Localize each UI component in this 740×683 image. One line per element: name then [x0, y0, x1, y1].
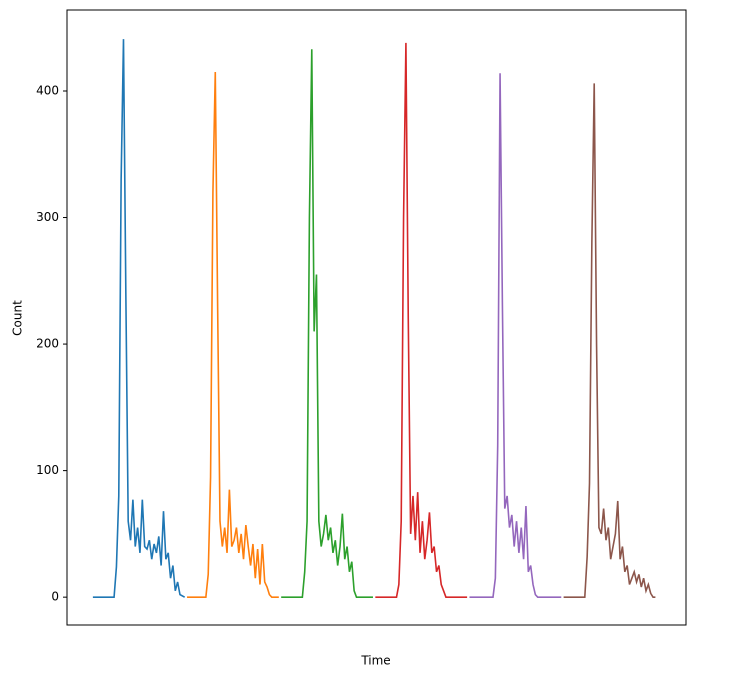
y-tick-label: 100 — [36, 463, 59, 477]
y-tick-label: 300 — [36, 210, 59, 224]
plot-frame — [66, 9, 687, 626]
series-line — [92, 39, 186, 598]
y-tick-label: 400 — [36, 83, 59, 97]
series-line — [187, 71, 279, 598]
y-tick-label: 200 — [36, 337, 59, 351]
series-line — [375, 42, 468, 598]
series-line — [469, 73, 562, 598]
series-line — [563, 83, 656, 598]
y-tick-label: 0 — [51, 590, 59, 604]
y-axis-label: Count — [11, 300, 25, 336]
series-line — [281, 49, 373, 598]
x-axis-label: Time — [360, 654, 390, 668]
